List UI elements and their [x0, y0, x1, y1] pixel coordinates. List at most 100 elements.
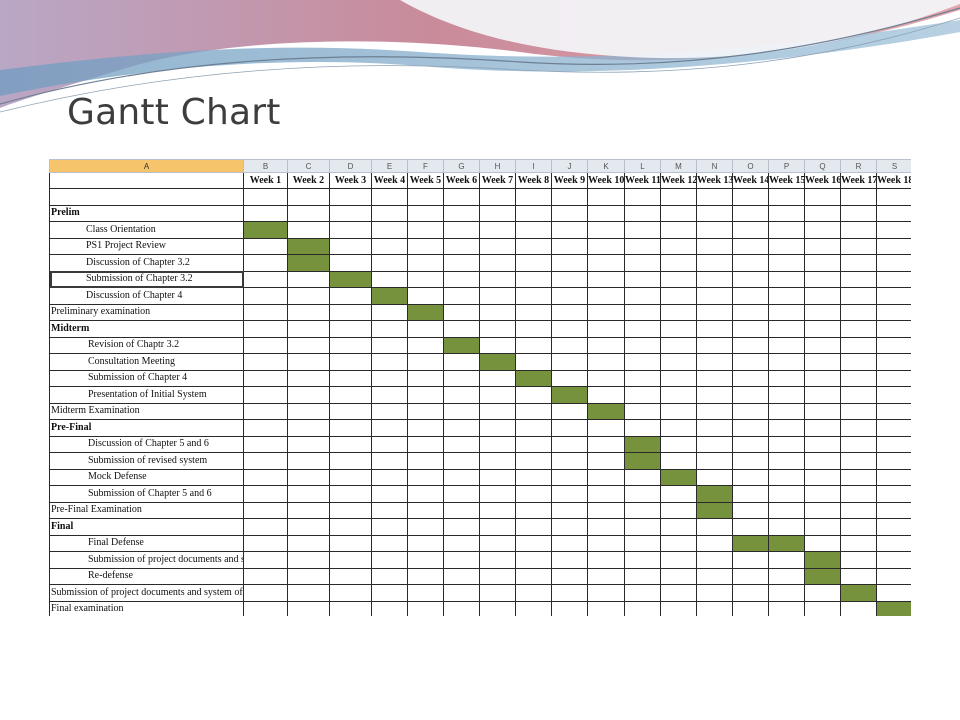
column-header-e[interactable]: E [371, 159, 408, 173]
cell[interactable] [551, 287, 588, 305]
cell[interactable] [732, 600, 769, 616]
cell[interactable] [587, 287, 625, 305]
cell[interactable] [551, 204, 588, 222]
cell[interactable] [876, 353, 911, 371]
column-header-k[interactable]: K [587, 159, 625, 173]
cell[interactable] [443, 501, 480, 519]
cell[interactable] [479, 287, 516, 305]
cell[interactable] [287, 567, 330, 585]
cell[interactable] [732, 188, 769, 206]
cell[interactable] [243, 435, 288, 453]
cell[interactable] [804, 386, 841, 404]
cell[interactable] [371, 336, 408, 354]
cell[interactable] [624, 369, 661, 387]
cell[interactable] [587, 369, 625, 387]
gantt-bar[interactable] [407, 303, 444, 321]
phase-label[interactable]: Pre-Final [49, 419, 244, 437]
task-label[interactable]: Pre-Final Examination [49, 501, 244, 519]
column-header-m[interactable]: M [660, 159, 697, 173]
cell[interactable] [660, 501, 697, 519]
cell[interactable] [443, 518, 480, 536]
cell[interactable] [443, 452, 480, 470]
cell[interactable] [804, 221, 841, 239]
cell[interactable] [840, 204, 877, 222]
cell[interactable] [768, 551, 805, 569]
task-label[interactable]: PS1 Project Review [49, 237, 244, 255]
cell[interactable] [732, 303, 769, 321]
cell[interactable] [371, 501, 408, 519]
cell[interactable] [876, 320, 911, 338]
cell[interactable] [876, 468, 911, 486]
cell[interactable] [551, 353, 588, 371]
cell[interactable] [840, 518, 877, 536]
cell[interactable] [329, 204, 372, 222]
cell[interactable] [479, 221, 516, 239]
cell[interactable] [515, 303, 552, 321]
cell[interactable] [407, 369, 444, 387]
cell[interactable] [840, 320, 877, 338]
cell[interactable] [287, 221, 330, 239]
gantt-bar[interactable] [732, 534, 769, 552]
task-label[interactable]: Submission of project documents and syst… [49, 584, 244, 602]
cell[interactable] [660, 254, 697, 272]
cell[interactable] [515, 518, 552, 536]
cell[interactable] [443, 386, 480, 404]
cell[interactable] [371, 303, 408, 321]
cell[interactable] [732, 270, 769, 288]
cell[interactable] [732, 584, 769, 602]
cell[interactable] [696, 402, 733, 420]
task-label[interactable]: Discussion of Chapter 4 [49, 287, 244, 305]
cell[interactable] [768, 501, 805, 519]
cell[interactable] [768, 485, 805, 503]
cell[interactable] [876, 237, 911, 255]
cell[interactable] [804, 204, 841, 222]
cell[interactable] [515, 320, 552, 338]
cell[interactable] [443, 435, 480, 453]
column-header-b[interactable]: B [243, 159, 288, 173]
cell[interactable] [840, 221, 877, 239]
cell[interactable] [243, 188, 288, 206]
cell[interactable] [696, 369, 733, 387]
cell[interactable] [443, 270, 480, 288]
cell[interactable] [515, 534, 552, 552]
cell[interactable] [371, 188, 408, 206]
cell[interactable] [479, 485, 516, 503]
week-label[interactable]: Week 11 [624, 172, 661, 189]
cell[interactable] [660, 336, 697, 354]
column-header-f[interactable]: F [407, 159, 444, 173]
cell[interactable] [443, 254, 480, 272]
cell[interactable] [243, 320, 288, 338]
cell[interactable] [371, 485, 408, 503]
cell[interactable] [876, 270, 911, 288]
cell[interactable] [407, 287, 444, 305]
cell[interactable] [624, 237, 661, 255]
cell[interactable] [660, 567, 697, 585]
cell[interactable] [515, 600, 552, 616]
cell[interactable] [443, 419, 480, 437]
cell[interactable] [660, 551, 697, 569]
cell[interactable] [287, 584, 330, 602]
cell[interactable] [840, 435, 877, 453]
cell[interactable] [840, 419, 877, 437]
cell[interactable] [551, 254, 588, 272]
cell[interactable] [329, 435, 372, 453]
cell[interactable] [732, 567, 769, 585]
task-label[interactable]: Preliminary examination [49, 303, 244, 321]
cell[interactable] [329, 452, 372, 470]
cell[interactable] [371, 419, 408, 437]
week-label[interactable]: Week 5 [407, 172, 444, 189]
cell[interactable] [660, 353, 697, 371]
cell[interactable] [479, 336, 516, 354]
cell[interactable] [732, 518, 769, 536]
cell[interactable] [840, 303, 877, 321]
cell[interactable] [768, 386, 805, 404]
cell[interactable] [329, 386, 372, 404]
cell[interactable] [876, 221, 911, 239]
cell[interactable] [371, 320, 408, 338]
cell[interactable] [624, 600, 661, 616]
cell[interactable] [287, 386, 330, 404]
cell[interactable] [371, 221, 408, 239]
cell[interactable] [551, 303, 588, 321]
cell[interactable] [287, 402, 330, 420]
cell[interactable] [287, 204, 330, 222]
